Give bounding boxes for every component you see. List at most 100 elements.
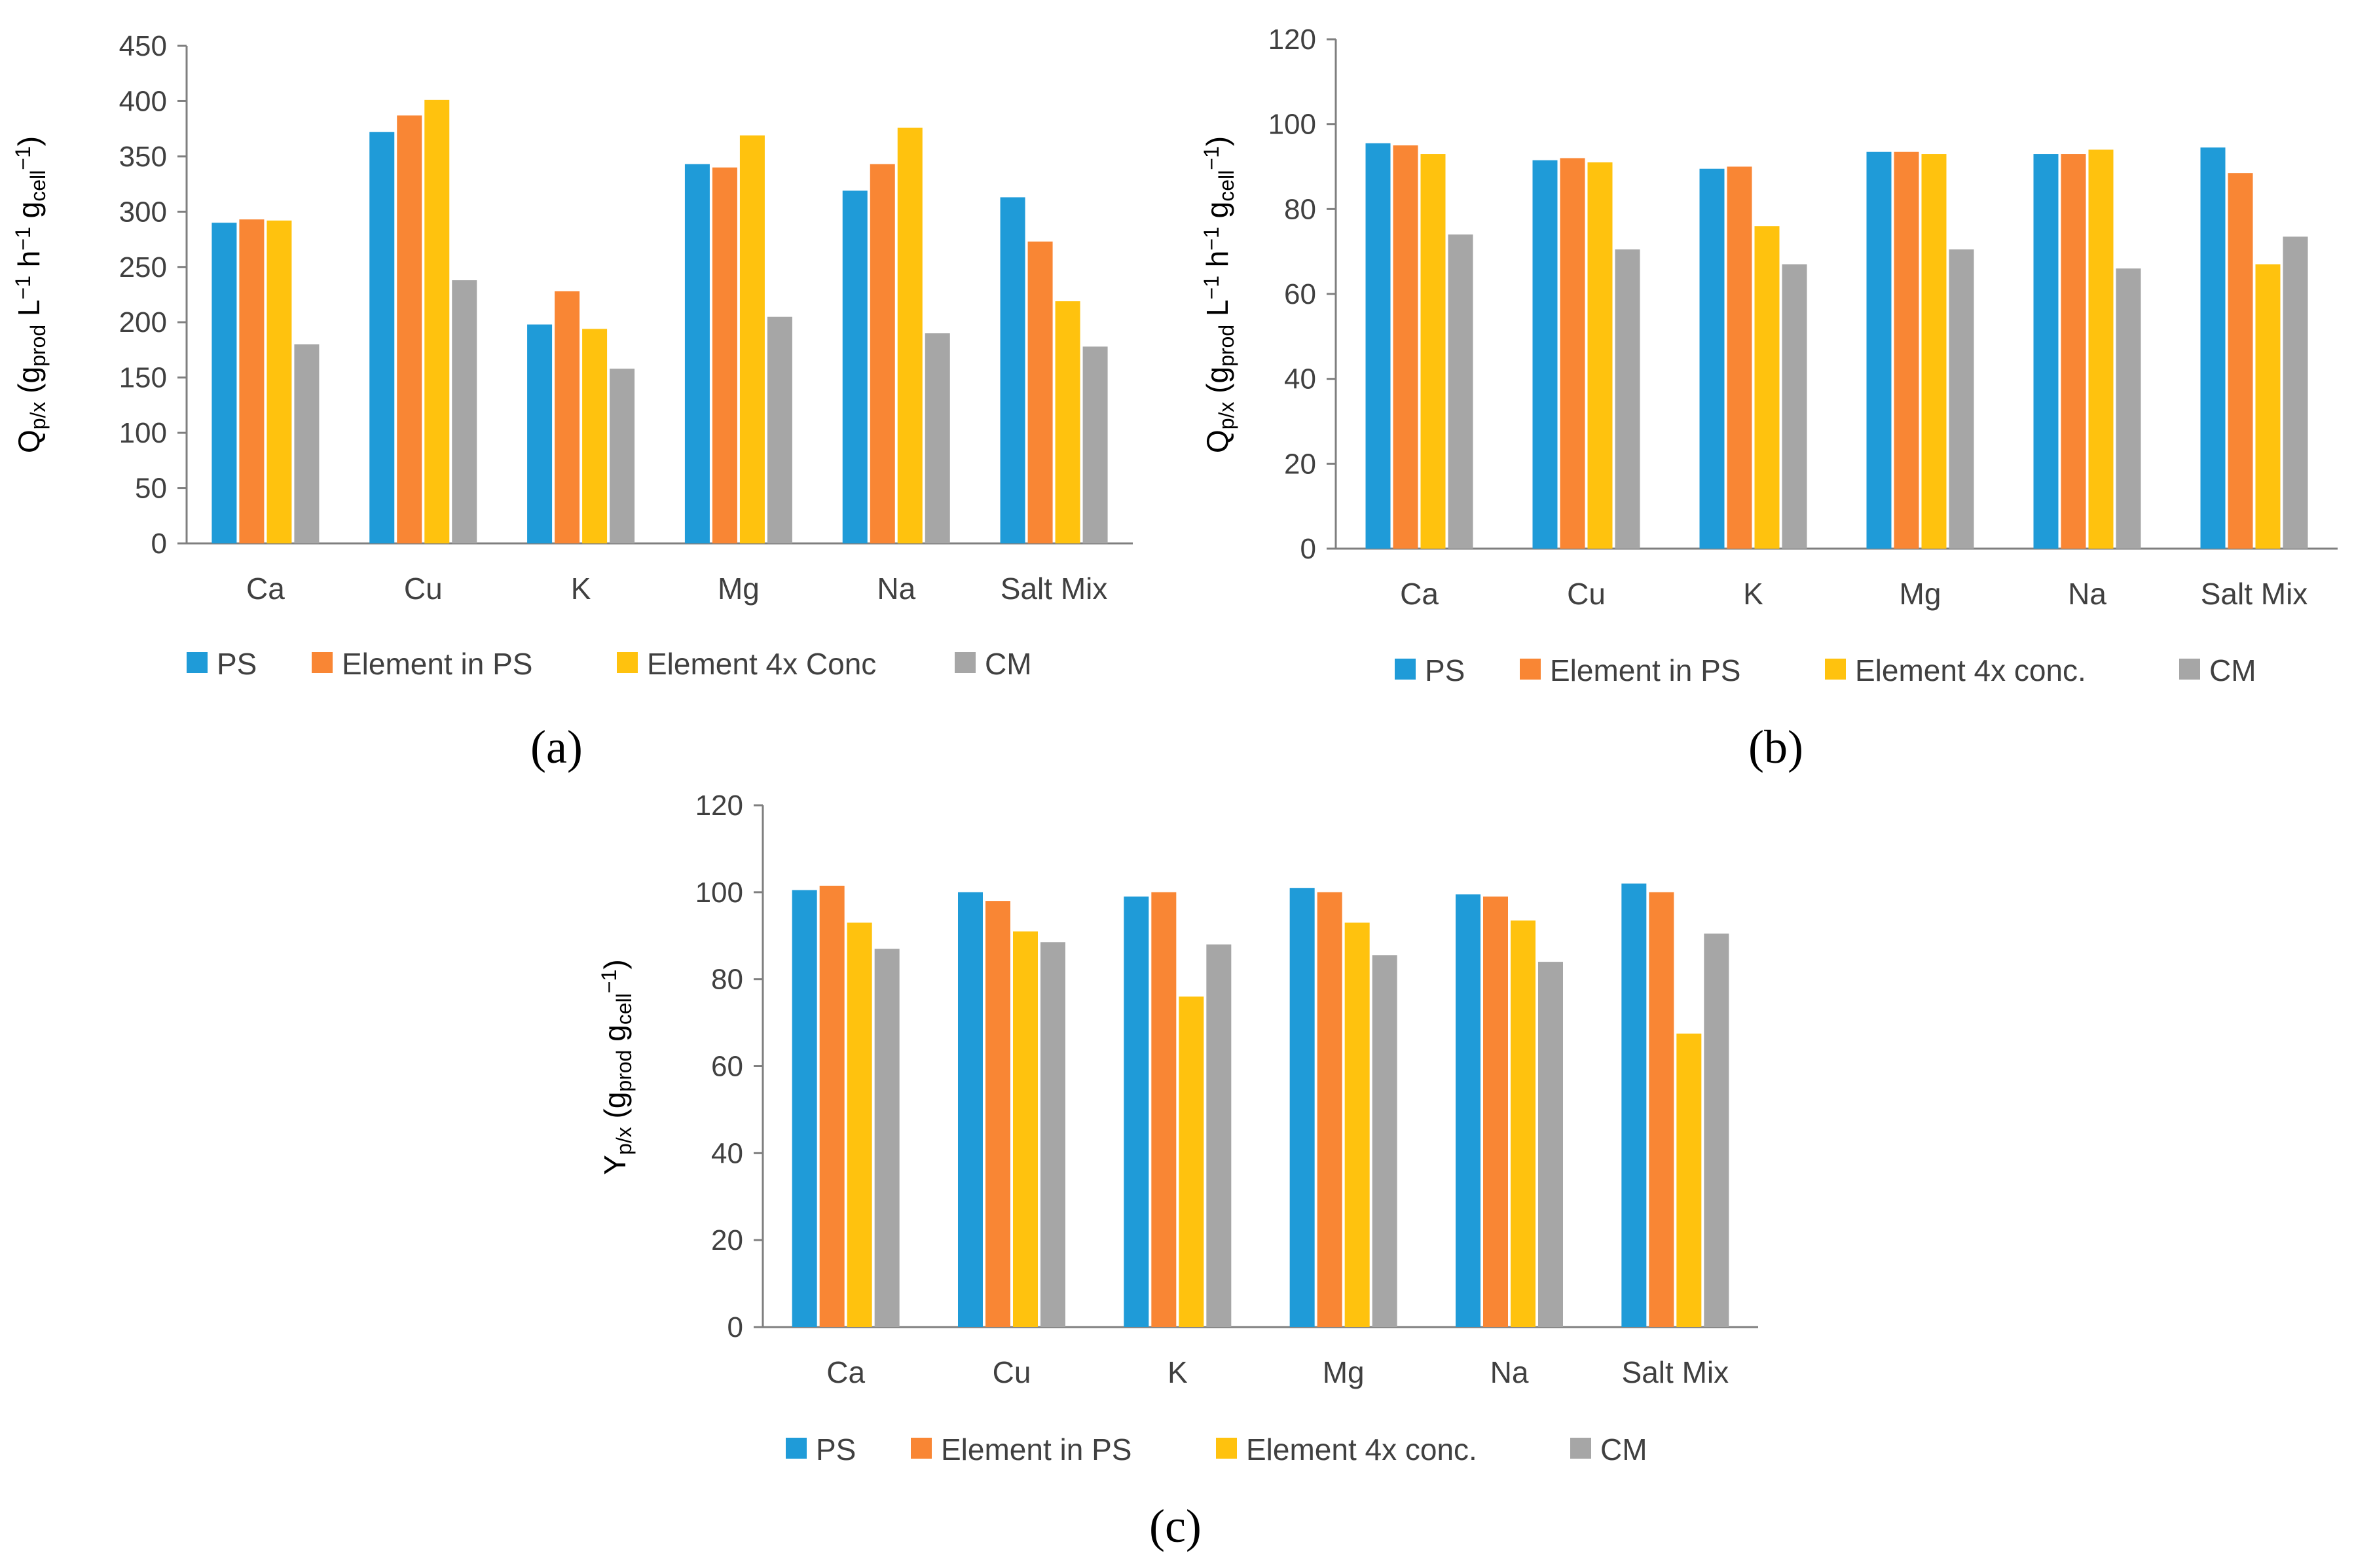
bar-k-cm: [1782, 264, 1807, 549]
legend-label: Element in PS: [1550, 653, 1740, 687]
y-axis-title-part: g: [1200, 367, 1234, 384]
x-category-label: Salt Mix: [2201, 577, 2308, 611]
bar-salt-mix-ps: [2200, 147, 2226, 549]
legend-swatch-ps: [786, 1438, 807, 1459]
y-axis-title-part: ): [12, 136, 46, 146]
y-axis-title-part: h: [1200, 251, 1234, 276]
x-category-label: Mg: [718, 572, 760, 606]
bar-mg-cm: [1372, 955, 1397, 1327]
bar-na-element-4x-conc: [897, 127, 923, 543]
bar-na-ps: [1456, 894, 1480, 1327]
bar-k-cm: [610, 369, 635, 543]
legend-swatch-ps: [1395, 659, 1416, 680]
y-tick-label: 450: [119, 30, 167, 62]
bar-k-element-4x-conc-: [1179, 996, 1204, 1327]
y-tick-label: 150: [119, 362, 167, 394]
y-axis-title-part: prod: [1215, 325, 1238, 367]
bar-salt-mix-element-4x-conc-: [1676, 1033, 1702, 1327]
bar-salt-mix-element-in-ps: [1027, 241, 1053, 543]
bar-salt-mix-ps: [1000, 197, 1025, 543]
y-tick-label: 20: [711, 1224, 743, 1256]
legend-swatch-element-4x-conc-: [1216, 1438, 1237, 1459]
y-axis-title-part: g: [12, 367, 46, 384]
bar-ca-cm: [874, 949, 900, 1327]
bar-cu-ps: [369, 132, 395, 543]
panel-label-a: (a): [530, 721, 583, 773]
bar-ca-ps: [792, 890, 817, 1327]
y-tick-label: 0: [727, 1311, 743, 1343]
x-category-label: Ca: [826, 1355, 865, 1389]
legend-swatch-cm: [1570, 1438, 1591, 1459]
x-category-label: Ca: [246, 572, 285, 606]
bar-ca-cm: [1448, 234, 1473, 549]
y-axis-title-part: −1: [1200, 227, 1223, 250]
bar-na-ps: [842, 191, 868, 543]
bar-ca-element-in-ps: [1393, 145, 1418, 549]
bar-k-element-in-ps: [1727, 166, 1752, 549]
chart-a: 0 50 100 150 200 250 300 350 400 450 Ca Cu K Mg Na Salt…: [11, 30, 1133, 681]
bar-na-element-in-ps: [870, 164, 895, 543]
y-tick-label: 120: [695, 790, 743, 822]
bar-ca-element-4x-conc-: [847, 922, 872, 1327]
y-axis-title-part: −1: [597, 970, 621, 993]
y-axis-title-part: Q: [1200, 429, 1234, 453]
y-axis-title: Qp/x (gprod L−1 h−1 gcell−1): [1200, 136, 1238, 453]
legend-label: PS: [217, 647, 257, 681]
bar-na-cm: [2116, 268, 2141, 549]
bar-salt-mix-cm: [1704, 933, 1729, 1327]
bar-ca-cm: [294, 344, 320, 543]
legend-label: Element in PS: [941, 1432, 1131, 1467]
bar-cu-element-in-ps: [397, 115, 422, 543]
legend-label: PS: [1425, 653, 1465, 687]
bar-mg-element-in-ps: [712, 167, 737, 543]
bar-salt-mix-cm: [1082, 346, 1108, 543]
x-category-label: K: [1743, 577, 1763, 611]
bar-k-ps: [1124, 896, 1149, 1327]
y-axis-title-part: ): [1200, 136, 1234, 146]
bar-ca-element-4x-conc: [267, 220, 292, 543]
y-tick-label: 20: [1284, 448, 1316, 480]
legend-swatch-cm: [2179, 659, 2200, 680]
bar-cu-cm: [452, 280, 477, 543]
panel-label-c: (c): [1149, 1500, 1202, 1552]
y-axis-title-part: p/x: [26, 402, 50, 430]
y-axis-title-part: (: [598, 1108, 632, 1127]
bar-mg-ps: [1289, 888, 1315, 1327]
y-axis-title-part: Y: [598, 1155, 632, 1175]
bar-k-ps: [1699, 168, 1725, 549]
y-tick-label: 120: [1268, 24, 1316, 56]
bar-k-element-4x-conc-: [1754, 226, 1780, 549]
y-tick-label: 100: [695, 877, 743, 909]
y-axis-title-part: −1: [1200, 276, 1223, 299]
bar-ca-element-4x-conc-: [1420, 154, 1446, 549]
y-axis-title-part: ): [598, 959, 632, 969]
y-axis-title-part: cell: [612, 993, 636, 1025]
y-axis-title-part: h: [12, 251, 46, 276]
x-category-label: Cu: [1567, 577, 1606, 611]
bar-mg-element-in-ps: [1317, 892, 1342, 1327]
y-axis-title-part: prod: [612, 1050, 636, 1092]
y-axis-title-part: −1: [1200, 146, 1223, 170]
bar-mg-element-4x-conc: [739, 135, 765, 544]
legend-swatch-cm: [955, 652, 976, 673]
y-axis-title-part: p/x: [1215, 402, 1238, 430]
y-axis-title-part: −1: [11, 146, 35, 170]
y-tick-label: 200: [119, 306, 167, 338]
bar-cu-cm: [1615, 249, 1640, 549]
y-axis-title: Yp/x (gprod gcell−1): [597, 959, 636, 1175]
bar-na-element-in-ps: [1483, 896, 1508, 1327]
legend-swatch-element-4x-conc-: [1825, 659, 1846, 680]
bar-salt-mix-ps: [1621, 883, 1647, 1327]
y-axis-title: Qp/x (gprod L−1 h−1 gcell−1): [11, 136, 50, 453]
y-axis-title-part: (: [12, 383, 46, 402]
legend-swatch-element-in-ps: [312, 652, 333, 673]
bar-cu-element-in-ps: [985, 901, 1010, 1327]
bar-cu-ps: [958, 892, 983, 1327]
y-axis-title-part: prod: [26, 325, 50, 367]
x-category-label: Ca: [1400, 577, 1439, 611]
bar-mg-element-in-ps: [1894, 151, 1919, 549]
bar-mg-cm: [1949, 249, 1974, 549]
legend-label: CM: [985, 647, 1032, 681]
y-tick-label: 0: [1300, 533, 1316, 565]
bar-salt-mix-cm: [2283, 236, 2308, 549]
